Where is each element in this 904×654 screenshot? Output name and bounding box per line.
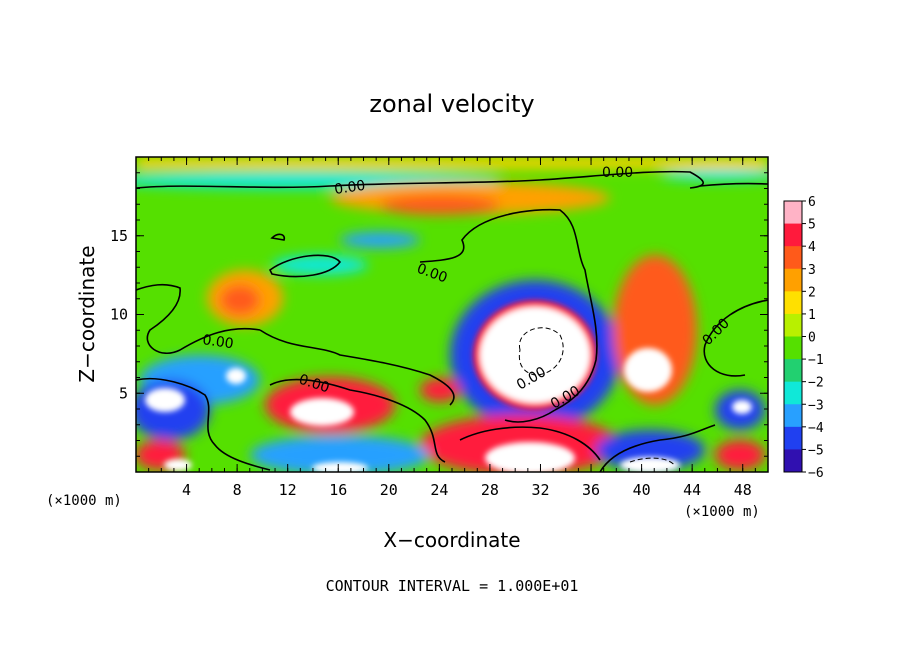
- colorbar-label: 5: [808, 218, 816, 233]
- x-tick-label: 44: [683, 481, 701, 499]
- negative-contours: [518, 327, 676, 467]
- colorbar-label: −2: [808, 376, 824, 391]
- x-tick-label: 36: [582, 481, 600, 499]
- colorbar-swatch: [784, 381, 802, 405]
- zero-contours: [136, 170, 768, 472]
- colorbar-swatch: [784, 223, 802, 247]
- colorbar-label: 2: [808, 285, 816, 300]
- colorbar-label: −3: [808, 398, 824, 413]
- colorbar-label: 1: [808, 308, 816, 323]
- colorbar-swatch: [784, 268, 802, 292]
- x-tick-label: 24: [430, 481, 448, 499]
- y-axis-title: Z−coordinate: [75, 245, 99, 382]
- x-unit-label: (×1000 m): [684, 504, 760, 520]
- colorbar-label: 6: [808, 195, 816, 210]
- x-tick-label: 28: [481, 481, 499, 499]
- colorbar-label: −6: [808, 466, 824, 481]
- colorbar-swatch: [784, 246, 802, 270]
- colorbar-label: 4: [808, 240, 816, 255]
- z-unit-label: (×1000 m): [46, 493, 122, 509]
- y-tick-label: 15: [110, 227, 128, 245]
- x-tick-label: 48: [734, 481, 752, 499]
- colorbar: 6 5 4 3 2 1 0 −1 −2 −3 −4 −5 −6: [783, 195, 824, 481]
- contour-interval-label: CONTOUR INTERVAL = 1.000E+01: [326, 577, 579, 595]
- x-tick-label: 32: [531, 481, 549, 499]
- contour-label: 0.00: [201, 332, 234, 352]
- x-axis-title: X−coordinate: [383, 528, 520, 552]
- x-tick-label: 40: [633, 481, 651, 499]
- contour-label: 0.00: [602, 165, 633, 181]
- heatmap-field: [136, 157, 768, 472]
- x-tick-label: 20: [380, 481, 398, 499]
- colorbar-swatch: [784, 449, 802, 473]
- y-axis-ticks: 5 10 15: [110, 227, 768, 402]
- colorbar-label: −1: [808, 353, 824, 368]
- y-tick-label: 5: [119, 384, 128, 402]
- chart-title: zonal velocity: [369, 90, 534, 118]
- colorbar-swatch: [784, 426, 802, 450]
- y-tick-label: 10: [110, 306, 128, 324]
- contour-label: 0.00: [333, 178, 366, 198]
- colorbar-swatch: [784, 404, 802, 428]
- x-tick-label: 16: [329, 481, 347, 499]
- colorbar-swatch: [784, 291, 802, 315]
- colorbar-label: 3: [808, 263, 816, 278]
- colorbar-swatch: [784, 201, 802, 225]
- x-tick-label: 4: [182, 481, 191, 499]
- colorbar-label: 0: [808, 331, 816, 346]
- colorbar-label: −4: [808, 421, 824, 436]
- x-tick-label: 12: [279, 481, 297, 499]
- colorbar-swatch: [784, 359, 802, 383]
- x-axis-ticks: 4 8 12 16 20 24 28 32 36 40 44 48: [182, 157, 752, 499]
- x-tick-label: 8: [233, 481, 242, 499]
- colorbar-swatch: [784, 336, 802, 360]
- colorbar-swatch: [784, 313, 802, 337]
- colorbar-label: −5: [808, 443, 824, 458]
